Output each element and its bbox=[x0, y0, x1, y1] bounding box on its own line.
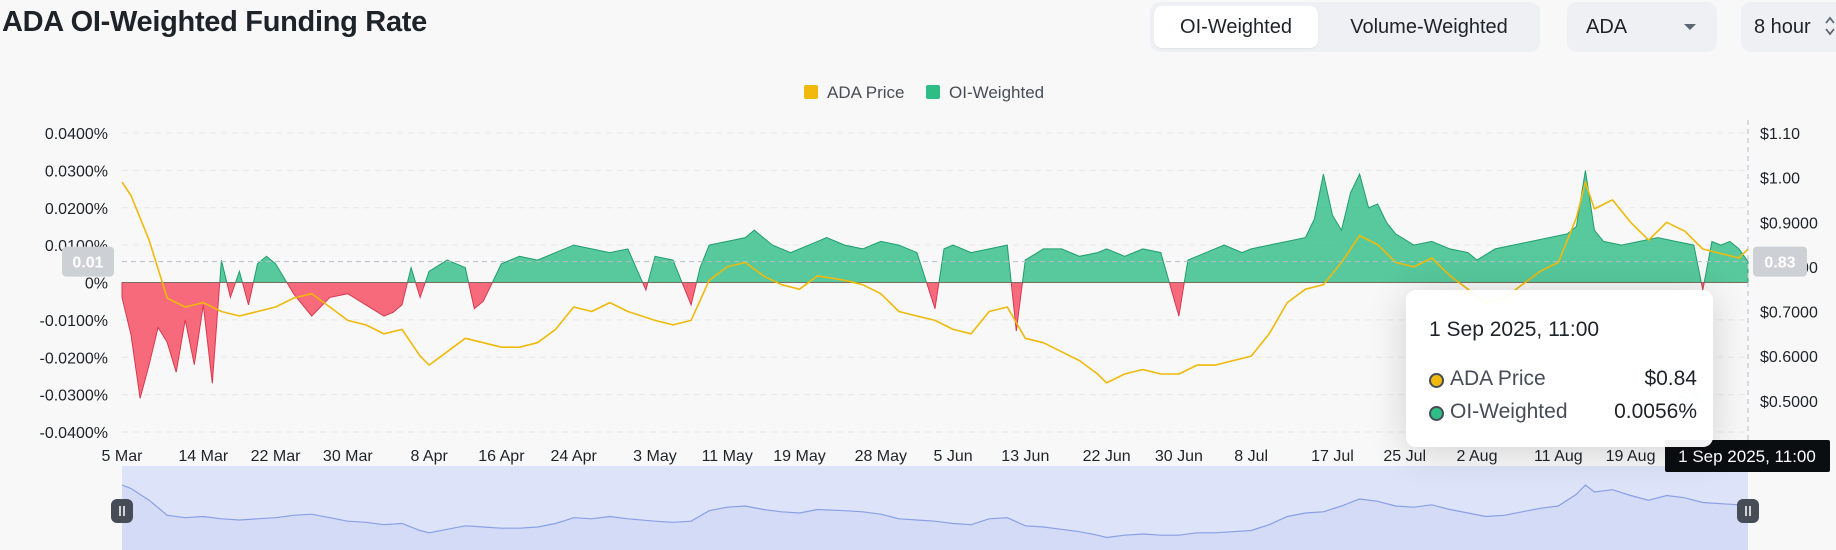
price-dot-icon bbox=[1429, 373, 1444, 388]
tooltip-price-name: ADA Price bbox=[1450, 367, 1546, 390]
tooltip-funding-value: 0.0056% bbox=[1614, 400, 1697, 423]
x-axis: 5 Mar 14 Mar 22 Mar 30 Mar 8 Apr 16 Apr 24 Apr… bbox=[102, 448, 1656, 465]
x-tick-label: 22 Mar bbox=[251, 448, 301, 465]
tooltip-funding-name: OI-Weighted bbox=[1450, 400, 1568, 423]
x-tick-label: 5 Mar bbox=[102, 448, 144, 465]
badge-bg bbox=[1665, 440, 1830, 472]
y-tick-label-right: $0.6000 bbox=[1760, 349, 1818, 366]
legend: ADA Price OI-Weighted bbox=[804, 83, 1044, 102]
x-tick-label: 24 Apr bbox=[551, 448, 598, 465]
y-tick-label: -0.0200% bbox=[40, 350, 109, 367]
y-tick-label: 0.0300% bbox=[45, 163, 108, 180]
y-tick-label: 0% bbox=[85, 276, 108, 293]
coin-select-value: ADA bbox=[1586, 16, 1628, 38]
x-tick-label: 14 Mar bbox=[178, 448, 228, 465]
y-tick-label-right: $0.5000 bbox=[1760, 394, 1818, 411]
y-tick-label: -0.0300% bbox=[40, 388, 109, 405]
funding-dot-icon bbox=[1429, 406, 1444, 421]
badge-label: 1 Sep 2025, 11:00 bbox=[1678, 447, 1816, 466]
x-tick-label: 11 May bbox=[702, 448, 753, 465]
x-tick-label: 3 May bbox=[633, 448, 677, 465]
x-tick-label: 28 May bbox=[855, 448, 907, 465]
x-tick-label: 19 Aug bbox=[1606, 448, 1656, 465]
x-tick-label: 30 Mar bbox=[323, 448, 373, 465]
page-title: ADA OI-Weighted Funding Rate bbox=[2, 6, 427, 38]
navigator-line bbox=[121, 484, 1749, 539]
chevron-down-icon bbox=[1684, 24, 1696, 30]
funding-area-positive bbox=[121, 170, 1749, 283]
funding-series bbox=[121, 170, 1749, 399]
x-tick-label: 17 Jul bbox=[1311, 448, 1354, 465]
y-tick-label-right: $0.7000 bbox=[1760, 305, 1818, 322]
chart-tooltip: 1 Sep 2025, 11:00 ADA Price $0.84 OI-Wei… bbox=[1406, 290, 1713, 447]
navigator bbox=[111, 466, 1759, 550]
x-tick-label: 30 Jun bbox=[1155, 448, 1203, 465]
badge-label: 0.83 bbox=[1764, 255, 1795, 272]
badge-bg bbox=[62, 246, 114, 277]
crosshair-right-badge: 0.83 bbox=[1753, 246, 1807, 277]
y-axis-left: 0.0400%0.0300%0.0200%0.0100%0%-0.0100%-0… bbox=[40, 126, 109, 442]
y-tick-label: 0.0400% bbox=[45, 126, 108, 143]
y-tick-label-right: $1.00 bbox=[1760, 171, 1800, 188]
badge-bg bbox=[1753, 246, 1807, 277]
legend-swatch-funding bbox=[926, 85, 940, 99]
crosshair-left-badge: 0.01 bbox=[62, 246, 114, 277]
y-tick-label: -0.0400% bbox=[40, 425, 109, 442]
x-tick-label: 8 Apr bbox=[410, 448, 448, 465]
legend-label-funding: OI-Weighted bbox=[949, 83, 1044, 102]
x-tick-label: 19 May bbox=[773, 448, 825, 465]
x-tick-label: 11 Aug bbox=[1534, 448, 1583, 465]
tooltip-price-value: $0.84 bbox=[1644, 367, 1697, 390]
navigator-handle-left[interactable] bbox=[111, 499, 133, 523]
y-tick-label: 0.0200% bbox=[45, 201, 108, 218]
y-tick-label-right: $1.10 bbox=[1760, 126, 1800, 143]
y-tick-label: -0.0100% bbox=[40, 313, 109, 330]
x-tick-label: 25 Jul bbox=[1383, 448, 1426, 465]
x-tick-label: 8 Jul bbox=[1234, 448, 1268, 465]
period-select[interactable]: 8 hour bbox=[1741, 2, 1836, 52]
tooltip-date: 1 Sep 2025, 11:00 bbox=[1429, 318, 1600, 341]
tooltip-row-price: ADA Price $0.84 bbox=[1429, 367, 1697, 393]
navigator-handle-right[interactable] bbox=[1737, 499, 1759, 523]
x-tick-label: 16 Apr bbox=[478, 448, 525, 465]
up-down-icon bbox=[1825, 16, 1835, 36]
period-select-value: 8 hour bbox=[1754, 16, 1811, 38]
legend-swatch-price bbox=[804, 85, 818, 99]
navigator-area bbox=[122, 485, 1748, 550]
coin-select[interactable]: ADA bbox=[1567, 2, 1717, 52]
y-tick-label-right: $0.9000 bbox=[1760, 215, 1818, 232]
tab-oi-weighted[interactable]: OI-Weighted bbox=[1154, 6, 1318, 48]
tooltip-row-funding: OI-Weighted 0.0056% bbox=[1429, 400, 1697, 426]
x-tick-label: 2 Aug bbox=[1457, 448, 1498, 465]
handle-grip bbox=[111, 499, 133, 523]
x-tick-label: 5 Jun bbox=[933, 448, 972, 465]
x-tick-label: 13 Jun bbox=[1001, 448, 1049, 465]
x-tick-label: 22 Jun bbox=[1083, 448, 1131, 465]
crosshair-date-badge: 1 Sep 2025, 11:00 bbox=[1665, 440, 1830, 472]
funding-area-negative bbox=[121, 282, 1749, 399]
handle-grip bbox=[1737, 499, 1759, 523]
badge-label: 0.01 bbox=[72, 255, 103, 272]
weighting-toggle: OI-Weighted Volume-Weighted bbox=[1150, 2, 1540, 52]
tab-volume-weighted[interactable]: Volume-Weighted bbox=[1350, 16, 1508, 38]
y-axis-right: $1.10$1.00$0.9000$0.8000$0.7000$0.6000$0… bbox=[1760, 126, 1818, 411]
legend-label-price: ADA Price bbox=[827, 83, 904, 102]
